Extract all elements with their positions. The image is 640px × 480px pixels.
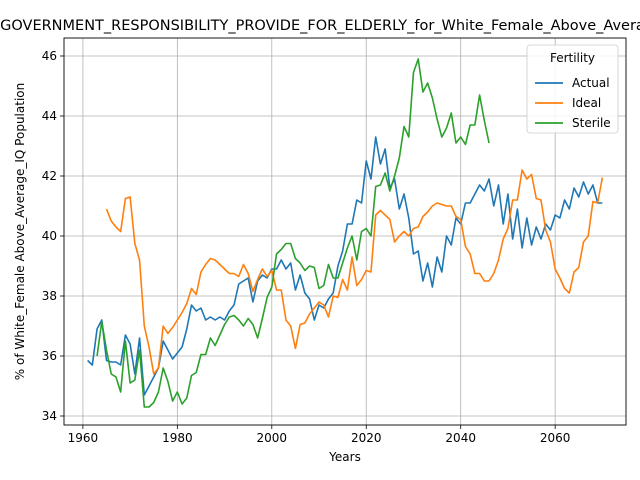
x-tick-label: 2020 [351, 431, 382, 445]
x-axis-label: Years [328, 450, 361, 464]
legend-label-sterile: Sterile [572, 116, 611, 130]
series-line-ideal [105, 169, 604, 375]
x-tick-label: 1980 [162, 431, 193, 445]
y-tick-label: 38 [42, 289, 57, 303]
y-tick-label: 46 [42, 49, 57, 63]
y-tick-label: 40 [42, 229, 57, 243]
legend-label-ideal: Ideal [572, 96, 601, 110]
y-tick-label: 44 [42, 109, 57, 123]
legend-label-actual: Actual [572, 76, 610, 90]
ticks: 1960 1980 2000 2020 2040 2060 34 36 38 40 42 44 46 [42, 49, 571, 445]
y-tick-label: 42 [42, 169, 57, 183]
legend: Fertility Actual Ideal Sterile [526, 44, 619, 134]
x-tick-label: 2040 [445, 431, 476, 445]
legend-box [526, 44, 619, 134]
y-tick-label: 36 [42, 349, 57, 363]
series-line-sterile [96, 58, 490, 408]
y-axis-label: % of White_Female Above_Average_IQ Popul… [13, 83, 27, 380]
chart-title: GOVERNMENT_RESPONSIBILITY_PROVIDE_FOR_EL… [0, 18, 640, 34]
x-tick-label: 1960 [68, 431, 99, 445]
y-tick-label: 34 [42, 409, 57, 423]
series-group [87, 58, 604, 408]
plot-frame [63, 37, 627, 426]
series-line-actual [87, 136, 603, 396]
legend-title: Fertility [550, 51, 595, 65]
x-tick-label: 2060 [540, 431, 571, 445]
x-tick-label: 2000 [257, 431, 288, 445]
